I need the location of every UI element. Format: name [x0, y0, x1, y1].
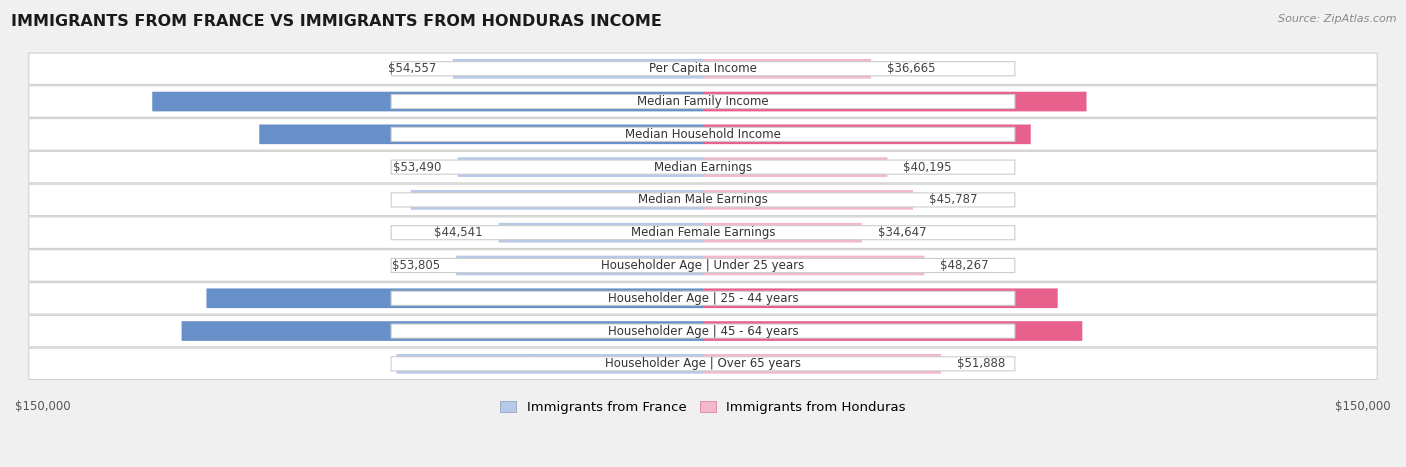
Text: Source: ZipAtlas.com: Source: ZipAtlas.com — [1278, 14, 1396, 24]
Text: Per Capita Income: Per Capita Income — [650, 62, 756, 75]
FancyBboxPatch shape — [28, 250, 1378, 281]
FancyBboxPatch shape — [28, 283, 1378, 314]
FancyBboxPatch shape — [391, 324, 1015, 338]
Text: Householder Age | 25 - 44 years: Householder Age | 25 - 44 years — [607, 292, 799, 305]
FancyBboxPatch shape — [391, 94, 1015, 109]
FancyBboxPatch shape — [391, 127, 1015, 142]
FancyBboxPatch shape — [458, 157, 703, 177]
Text: IMMIGRANTS FROM FRANCE VS IMMIGRANTS FROM HONDURAS INCOME: IMMIGRANTS FROM FRANCE VS IMMIGRANTS FRO… — [11, 14, 662, 29]
Text: $45,787: $45,787 — [929, 193, 977, 206]
FancyBboxPatch shape — [181, 321, 703, 341]
Text: Householder Age | 45 - 64 years: Householder Age | 45 - 64 years — [607, 325, 799, 338]
FancyBboxPatch shape — [703, 59, 872, 78]
Text: $40,195: $40,195 — [904, 161, 952, 174]
FancyBboxPatch shape — [703, 92, 1087, 111]
Text: $150,000: $150,000 — [15, 400, 70, 413]
FancyBboxPatch shape — [499, 223, 703, 242]
Text: $150,000: $150,000 — [1336, 400, 1391, 413]
FancyBboxPatch shape — [391, 160, 1015, 174]
Text: $53,805: $53,805 — [392, 259, 440, 272]
Text: Householder Age | Under 25 years: Householder Age | Under 25 years — [602, 259, 804, 272]
Text: Median Household Income: Median Household Income — [626, 128, 780, 141]
Text: $36,665: $36,665 — [887, 62, 936, 75]
FancyBboxPatch shape — [28, 86, 1378, 117]
FancyBboxPatch shape — [28, 348, 1378, 380]
Text: $82,697: $82,697 — [869, 325, 917, 338]
Text: $53,490: $53,490 — [394, 161, 441, 174]
Text: $108,257: $108,257 — [427, 292, 482, 305]
FancyBboxPatch shape — [152, 92, 703, 111]
Text: $96,743: $96,743 — [457, 128, 505, 141]
Text: Median Female Earnings: Median Female Earnings — [631, 226, 775, 239]
FancyBboxPatch shape — [411, 190, 703, 210]
FancyBboxPatch shape — [703, 157, 887, 177]
FancyBboxPatch shape — [703, 125, 1031, 144]
Text: $51,888: $51,888 — [957, 357, 1005, 370]
Text: $71,452: $71,452 — [842, 128, 891, 141]
FancyBboxPatch shape — [391, 357, 1015, 371]
FancyBboxPatch shape — [703, 321, 1083, 341]
Legend: Immigrants from France, Immigrants from Honduras: Immigrants from France, Immigrants from … — [495, 396, 911, 419]
FancyBboxPatch shape — [391, 193, 1015, 207]
FancyBboxPatch shape — [391, 226, 1015, 240]
Text: $66,826: $66,826 — [526, 357, 574, 370]
FancyBboxPatch shape — [28, 217, 1378, 248]
FancyBboxPatch shape — [703, 190, 912, 210]
Text: $54,557: $54,557 — [388, 62, 437, 75]
Text: $83,618: $83,618 — [870, 95, 920, 108]
FancyBboxPatch shape — [456, 255, 703, 276]
Text: $63,715: $63,715 — [533, 193, 581, 206]
FancyBboxPatch shape — [703, 255, 924, 276]
FancyBboxPatch shape — [259, 125, 703, 144]
FancyBboxPatch shape — [703, 289, 1057, 308]
Text: Median Earnings: Median Earnings — [654, 161, 752, 174]
FancyBboxPatch shape — [28, 151, 1378, 183]
FancyBboxPatch shape — [391, 291, 1015, 305]
FancyBboxPatch shape — [28, 184, 1378, 216]
FancyBboxPatch shape — [396, 354, 703, 374]
FancyBboxPatch shape — [391, 62, 1015, 76]
FancyBboxPatch shape — [703, 354, 941, 374]
Text: Median Family Income: Median Family Income — [637, 95, 769, 108]
FancyBboxPatch shape — [703, 223, 862, 242]
Text: Householder Age | Over 65 years: Householder Age | Over 65 years — [605, 357, 801, 370]
FancyBboxPatch shape — [207, 289, 703, 308]
Text: $113,680: $113,680 — [415, 325, 470, 338]
FancyBboxPatch shape — [28, 53, 1378, 85]
Text: $77,328: $77,328 — [856, 292, 904, 305]
Text: $34,647: $34,647 — [877, 226, 927, 239]
Text: $48,267: $48,267 — [941, 259, 988, 272]
Text: $120,076: $120,076 — [399, 95, 456, 108]
Text: $44,541: $44,541 — [434, 226, 482, 239]
FancyBboxPatch shape — [28, 315, 1378, 347]
FancyBboxPatch shape — [28, 119, 1378, 150]
Text: Median Male Earnings: Median Male Earnings — [638, 193, 768, 206]
FancyBboxPatch shape — [453, 59, 703, 78]
FancyBboxPatch shape — [391, 258, 1015, 273]
